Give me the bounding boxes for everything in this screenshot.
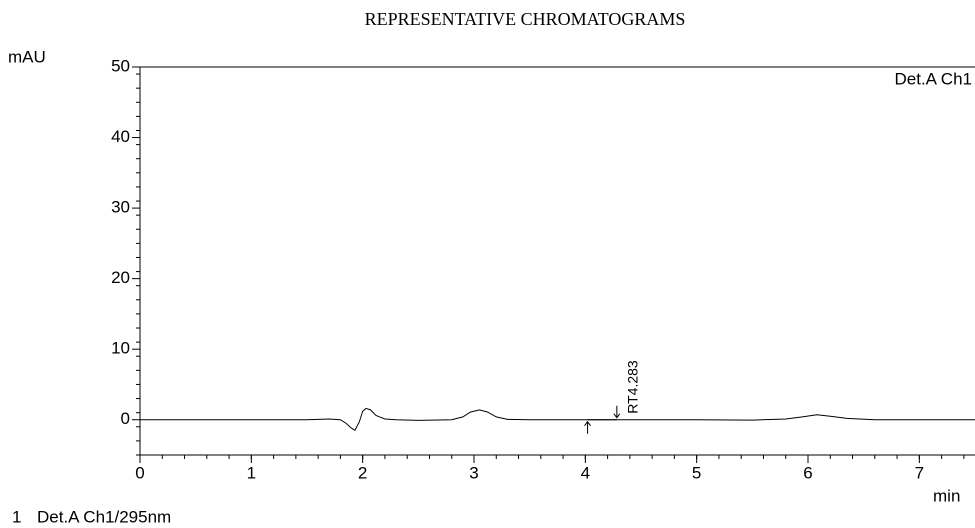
chart-title: REPRESENTATIVE CHROMATOGRAMS (365, 9, 686, 29)
x-axis-label: min (933, 486, 960, 505)
y-tick-label: 40 (111, 127, 130, 146)
y-tick-label: 50 (111, 56, 130, 75)
y-tick-label: 20 (111, 268, 130, 287)
legend-text: Det.A Ch1/295nm (37, 507, 171, 526)
y-tick-label: 10 (111, 339, 130, 358)
peak-rt-arrow (613, 405, 621, 419)
y-tick-label: 30 (111, 198, 130, 217)
trace (140, 407, 975, 432)
x-tick-label: 0 (135, 463, 144, 482)
x-tick-label: 7 (915, 463, 924, 482)
peak-label: RT4.283 (625, 360, 641, 414)
legend-number: 1 (12, 507, 21, 526)
x-tick-label: 6 (803, 463, 812, 482)
x-tick-label: 5 (692, 463, 701, 482)
x-tick-label: 3 (469, 463, 478, 482)
channel-label: Det.A Ch1 (895, 69, 973, 88)
x-tick-label: 4 (581, 463, 590, 482)
x-tick-label: 2 (358, 463, 367, 482)
peak-start-arrow (584, 420, 591, 434)
x-tick-label: 1 (247, 463, 256, 482)
y-tick-label: 0 (121, 409, 130, 428)
y-axis-label: mAU (8, 47, 46, 66)
